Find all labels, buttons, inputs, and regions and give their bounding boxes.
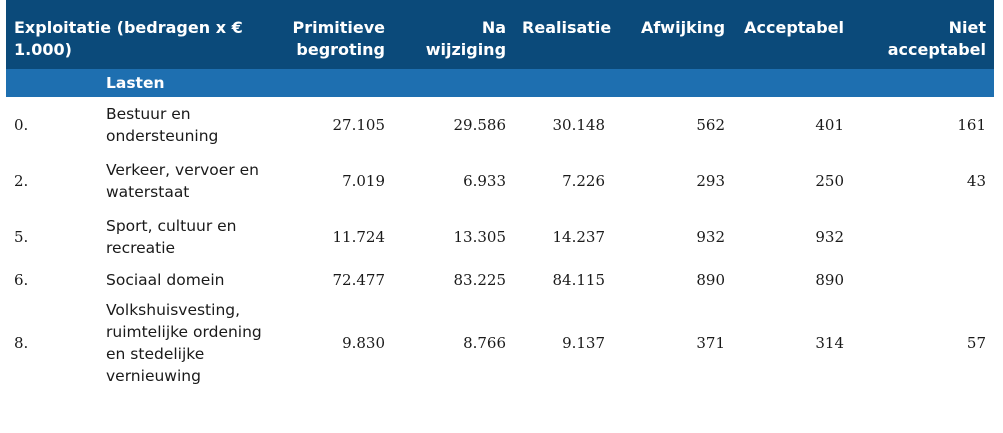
cell-realisatie: 30.148 (552, 116, 606, 134)
section-spacer (6, 69, 98, 97)
cell-afwijking: 890 (696, 271, 726, 289)
header-afwijking: Afwijking (640, 18, 726, 37)
row-code: 2. (14, 172, 29, 190)
row-code: 5. (14, 228, 29, 246)
cell-afwijking: 293 (696, 172, 726, 190)
table-row: 2. Verkeer, vervoer en waterstaat 7.019 … (6, 153, 994, 209)
section-label: Lasten (106, 74, 165, 92)
cell-primitieve: 72.477 (332, 271, 386, 289)
row-code: 8. (14, 334, 29, 352)
header-realisatie: Realisatie (522, 18, 612, 37)
table-row: 5. Sport, cultuur en recreatie 11.724 13… (6, 209, 994, 265)
cell-niet-acceptabel: 161 (957, 116, 987, 134)
cell-realisatie: 7.226 (562, 172, 606, 190)
table-row: 8. Volkshuisvesting, ruimtelijke ordenin… (6, 295, 994, 391)
row-name: Verkeer, vervoer en waterstaat (106, 161, 259, 201)
cell-na-wijziging: 83.225 (453, 271, 507, 289)
cell-primitieve: 11.724 (332, 228, 386, 246)
cell-primitieve: 9.830 (342, 334, 386, 352)
header-exploitatie: Exploitatie (bedragen x € 1.000) (14, 18, 243, 59)
table-row: 0. Bestuur en ondersteuning 27.105 29.58… (6, 97, 994, 153)
row-name: Volkshuisvesting, ruimtelijke ordening e… (106, 301, 262, 385)
cell-na-wijziging: 8.766 (463, 334, 507, 352)
row-name: Sport, cultuur en recreatie (106, 217, 237, 257)
cell-primitieve: 27.105 (332, 116, 386, 134)
header-niet-acceptabel: Niet acceptabel (887, 18, 987, 59)
header-primitieve-begroting: Primitieve begroting (292, 18, 386, 59)
cell-niet-acceptabel: 43 (966, 172, 987, 190)
cell-afwijking: 371 (696, 334, 726, 352)
cell-na-wijziging: 29.586 (453, 116, 507, 134)
row-name: Bestuur en ondersteuning (106, 105, 219, 145)
header-row: Exploitatie (bedragen x € 1.000) Primiti… (6, 0, 995, 69)
cell-na-wijziging: 6.933 (463, 172, 507, 190)
cell-niet-acceptabel (852, 209, 994, 265)
row-code: 6. (14, 271, 29, 289)
cell-acceptabel: 932 (815, 228, 845, 246)
section-row-lasten: Lasten (6, 69, 995, 97)
cell-realisatie: 84.115 (552, 271, 606, 289)
cell-realisatie: 9.137 (562, 334, 606, 352)
header-na-wijziging: Na wijziging (425, 18, 507, 59)
cell-realisatie: 14.237 (552, 228, 606, 246)
exploitatie-table: Exploitatie (bedragen x € 1.000) Primiti… (6, 0, 995, 391)
row-code: 0. (14, 116, 29, 134)
table-row: 6. Sociaal domein 72.477 83.225 84.115 8… (6, 265, 994, 295)
cell-niet-acceptabel: 57 (966, 334, 987, 352)
cell-primitieve: 7.019 (342, 172, 386, 190)
header-acceptabel: Acceptabel (744, 18, 845, 37)
cell-acceptabel: 314 (815, 334, 845, 352)
cell-afwijking: 562 (696, 116, 726, 134)
cell-afwijking: 932 (696, 228, 726, 246)
exploitatie-table-container: Exploitatie (bedragen x € 1.000) Primiti… (6, 0, 995, 391)
cell-na-wijziging: 13.305 (453, 228, 507, 246)
cell-acceptabel: 250 (815, 172, 845, 190)
row-name: Sociaal domein (106, 271, 225, 289)
cell-acceptabel: 401 (815, 116, 845, 134)
cell-acceptabel: 890 (815, 271, 845, 289)
cell-niet-acceptabel (852, 265, 994, 295)
